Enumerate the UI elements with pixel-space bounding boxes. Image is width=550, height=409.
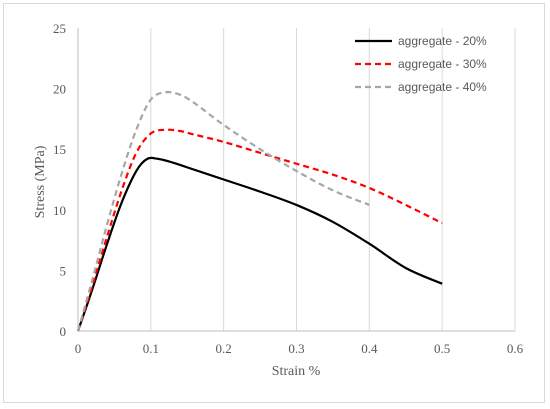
y-axis-title: Stress (MPa) [33,145,48,218]
x-tick-label: 0.6 [507,341,524,356]
legend-label-aggregate-20: aggregate - 20% [398,34,487,48]
y-tick-label: 20 [53,82,66,97]
chart-frame [3,3,545,403]
x-tick-label: 0 [75,341,82,356]
y-tick-label: 25 [53,21,66,36]
x-tick-label: 0.2 [216,341,232,356]
y-tick-label: 15 [53,142,66,157]
legend-label-aggregate-40: aggregate - 40% [398,80,487,94]
y-tick-label: 0 [60,324,67,339]
series-lines [76,90,443,332]
gridlines [150,28,516,331]
x-tick-label: 0.1 [143,341,159,356]
axes [77,28,515,332]
y-tick-label: 10 [53,203,66,218]
legend: aggregate - 20% aggregate - 30% aggregate … [355,34,487,94]
y-tick-label: 5 [60,263,67,278]
x-tick-label: 0.3 [288,341,304,356]
legend-label-aggregate-30: aggregate - 30% [398,57,487,71]
series-line-aggregate-20 [76,156,443,332]
x-axis-title: Strain % [272,364,321,379]
y-tick-labels: 0 5 10 15 20 25 [53,21,66,339]
x-tick-label: 0.5 [434,341,450,356]
x-tick-labels: 0 0.1 0.2 0.3 0.4 0.5 0.6 [75,341,524,356]
x-tick-label: 0.4 [361,341,378,356]
series-line-aggregate-40 [76,90,370,332]
series-line-aggregate-30 [76,128,443,332]
